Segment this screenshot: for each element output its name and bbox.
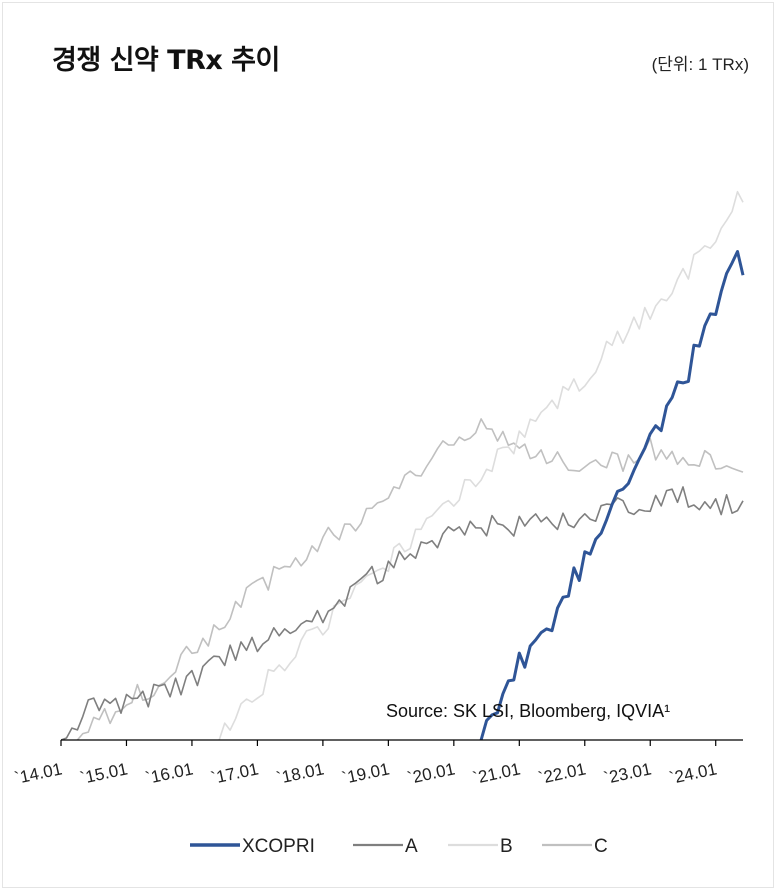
- legend: XCOPRI A B C: [190, 836, 608, 857]
- series-lines: [60, 190, 745, 741]
- source-note: Source: SK LSI, Bloomberg, IQVIA¹: [386, 701, 670, 721]
- legend-label-xcopri: XCOPRI: [242, 836, 315, 857]
- x-tick-label: `20.01: [406, 759, 457, 788]
- x-tick-label: `21.01: [471, 759, 522, 788]
- x-tick-label: `16.01: [144, 759, 195, 788]
- x-tick-label: `17.01: [209, 759, 260, 788]
- legend-label-a: A: [405, 836, 418, 857]
- x-tick-label: `22.01: [537, 759, 588, 788]
- x-axis-ticks: `14.01 `15.01 `16.01 `17.01 `18.01 `19.01 `20.…: [13, 740, 719, 788]
- x-tick-label: `24.01: [667, 759, 718, 788]
- series-line-xcopri: [479, 250, 745, 741]
- series-line-b: [218, 190, 744, 741]
- series-line-c: [76, 418, 744, 741]
- unit-label: (단위: 1 TRx): [651, 55, 749, 74]
- chart-title: 경쟁 신약 TRx 추이: [52, 45, 280, 76]
- x-tick-label: `18.01: [275, 759, 326, 788]
- series-line-a: [60, 486, 744, 741]
- x-tick-label: `23.01: [602, 759, 653, 788]
- x-tick-label: `15.01: [78, 759, 129, 788]
- legend-label-b: B: [500, 836, 513, 857]
- x-tick-label: `14.01: [13, 759, 64, 788]
- x-tick-label: `19.01: [340, 759, 391, 788]
- legend-label-c: C: [594, 836, 608, 857]
